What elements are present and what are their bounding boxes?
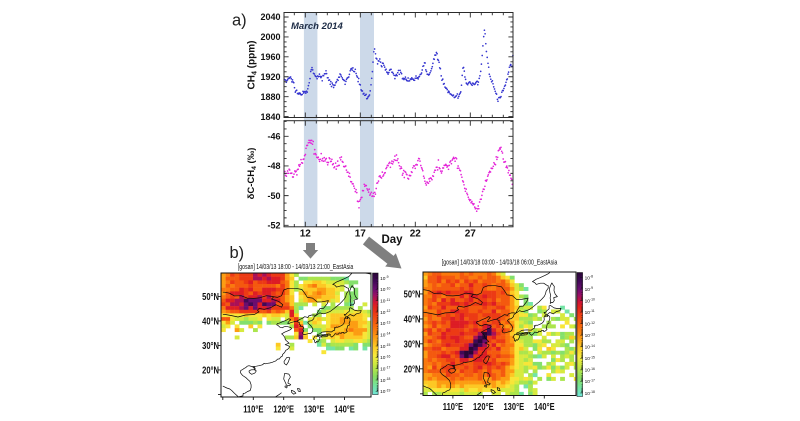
- svg-text:CH4 (ppm): CH4 (ppm): [247, 41, 259, 90]
- svg-text:b): b): [230, 244, 245, 262]
- svg-text:120°E: 120°E: [273, 403, 294, 414]
- svg-text:10-14: 10-14: [380, 332, 390, 339]
- svg-text:10-12: 10-12: [585, 321, 595, 328]
- svg-text:March 2014: March 2014: [291, 21, 343, 32]
- svg-text:[gosan] 14/03/18 03:00 - 14/03: [gosan] 14/03/18 03:00 - 14/03/18 06:00_…: [442, 259, 558, 267]
- svg-text:Day: Day: [381, 234, 403, 246]
- svg-text:a): a): [232, 12, 247, 30]
- svg-text:22: 22: [410, 229, 422, 240]
- svg-text:10-17: 10-17: [585, 379, 595, 386]
- svg-text:10-11: 10-11: [585, 309, 595, 316]
- svg-text:30°N: 30°N: [404, 338, 421, 349]
- svg-text:50°N: 50°N: [404, 288, 421, 299]
- svg-text:10-19: 10-19: [380, 388, 390, 395]
- svg-text:12: 12: [300, 229, 312, 240]
- svg-text:2000: 2000: [260, 32, 280, 42]
- svg-text:17: 17: [355, 229, 367, 240]
- svg-text:10-16: 10-16: [380, 354, 390, 361]
- svg-text:30°N: 30°N: [202, 340, 219, 351]
- svg-text:110°E: 110°E: [443, 401, 463, 412]
- svg-text:1880: 1880: [260, 92, 280, 102]
- svg-text:1920: 1920: [260, 72, 280, 82]
- svg-text:10-14: 10-14: [585, 344, 595, 351]
- svg-text:-52: -52: [267, 221, 280, 231]
- svg-text:10-10: 10-10: [585, 298, 595, 305]
- svg-text:27: 27: [465, 229, 477, 240]
- svg-text:10-8: 10-8: [585, 275, 593, 282]
- svg-text:20°N: 20°N: [404, 363, 421, 374]
- svg-text:10-16: 10-16: [585, 367, 595, 374]
- svg-text:10-15: 10-15: [585, 356, 595, 363]
- svg-text:10-17: 10-17: [380, 366, 390, 373]
- svg-text:130°E: 130°E: [304, 403, 325, 414]
- svg-text:1840: 1840: [260, 112, 280, 122]
- svg-text:110°E: 110°E: [243, 403, 263, 414]
- svg-text:-48: -48: [267, 161, 280, 171]
- svg-text:140°E: 140°E: [334, 403, 355, 414]
- svg-text:[gosan] 14/03/13 18:00 - 14/03: [gosan] 14/03/13 18:00 - 14/03/13 21:00_…: [238, 263, 354, 271]
- svg-text:120°E: 120°E: [473, 401, 494, 412]
- svg-text:140°E: 140°E: [534, 401, 555, 412]
- svg-text:10-18: 10-18: [380, 377, 390, 384]
- svg-text:10-13: 10-13: [380, 320, 390, 327]
- svg-text:10-9: 10-9: [380, 275, 388, 282]
- svg-text:40°N: 40°N: [202, 315, 219, 326]
- svg-text:10-13: 10-13: [585, 332, 595, 339]
- svg-text:10-9: 10-9: [585, 286, 593, 293]
- svg-text:10-11: 10-11: [380, 298, 390, 305]
- svg-text:2040: 2040: [260, 12, 280, 22]
- svg-text:1960: 1960: [260, 52, 280, 62]
- svg-text:-46: -46: [267, 132, 280, 142]
- svg-text:40°N: 40°N: [404, 313, 421, 324]
- svg-text:-50: -50: [267, 191, 280, 201]
- svg-text:10-15: 10-15: [380, 343, 390, 350]
- svg-text:50°N: 50°N: [202, 291, 219, 302]
- svg-text:130°E: 130°E: [503, 401, 524, 412]
- svg-text:10-18: 10-18: [585, 390, 595, 397]
- svg-text:10-12: 10-12: [380, 309, 390, 316]
- svg-text:20°N: 20°N: [202, 364, 219, 375]
- svg-text:10-10: 10-10: [380, 286, 390, 293]
- svg-text:δC-CH4 (‰): δC-CH4 (‰): [246, 148, 258, 200]
